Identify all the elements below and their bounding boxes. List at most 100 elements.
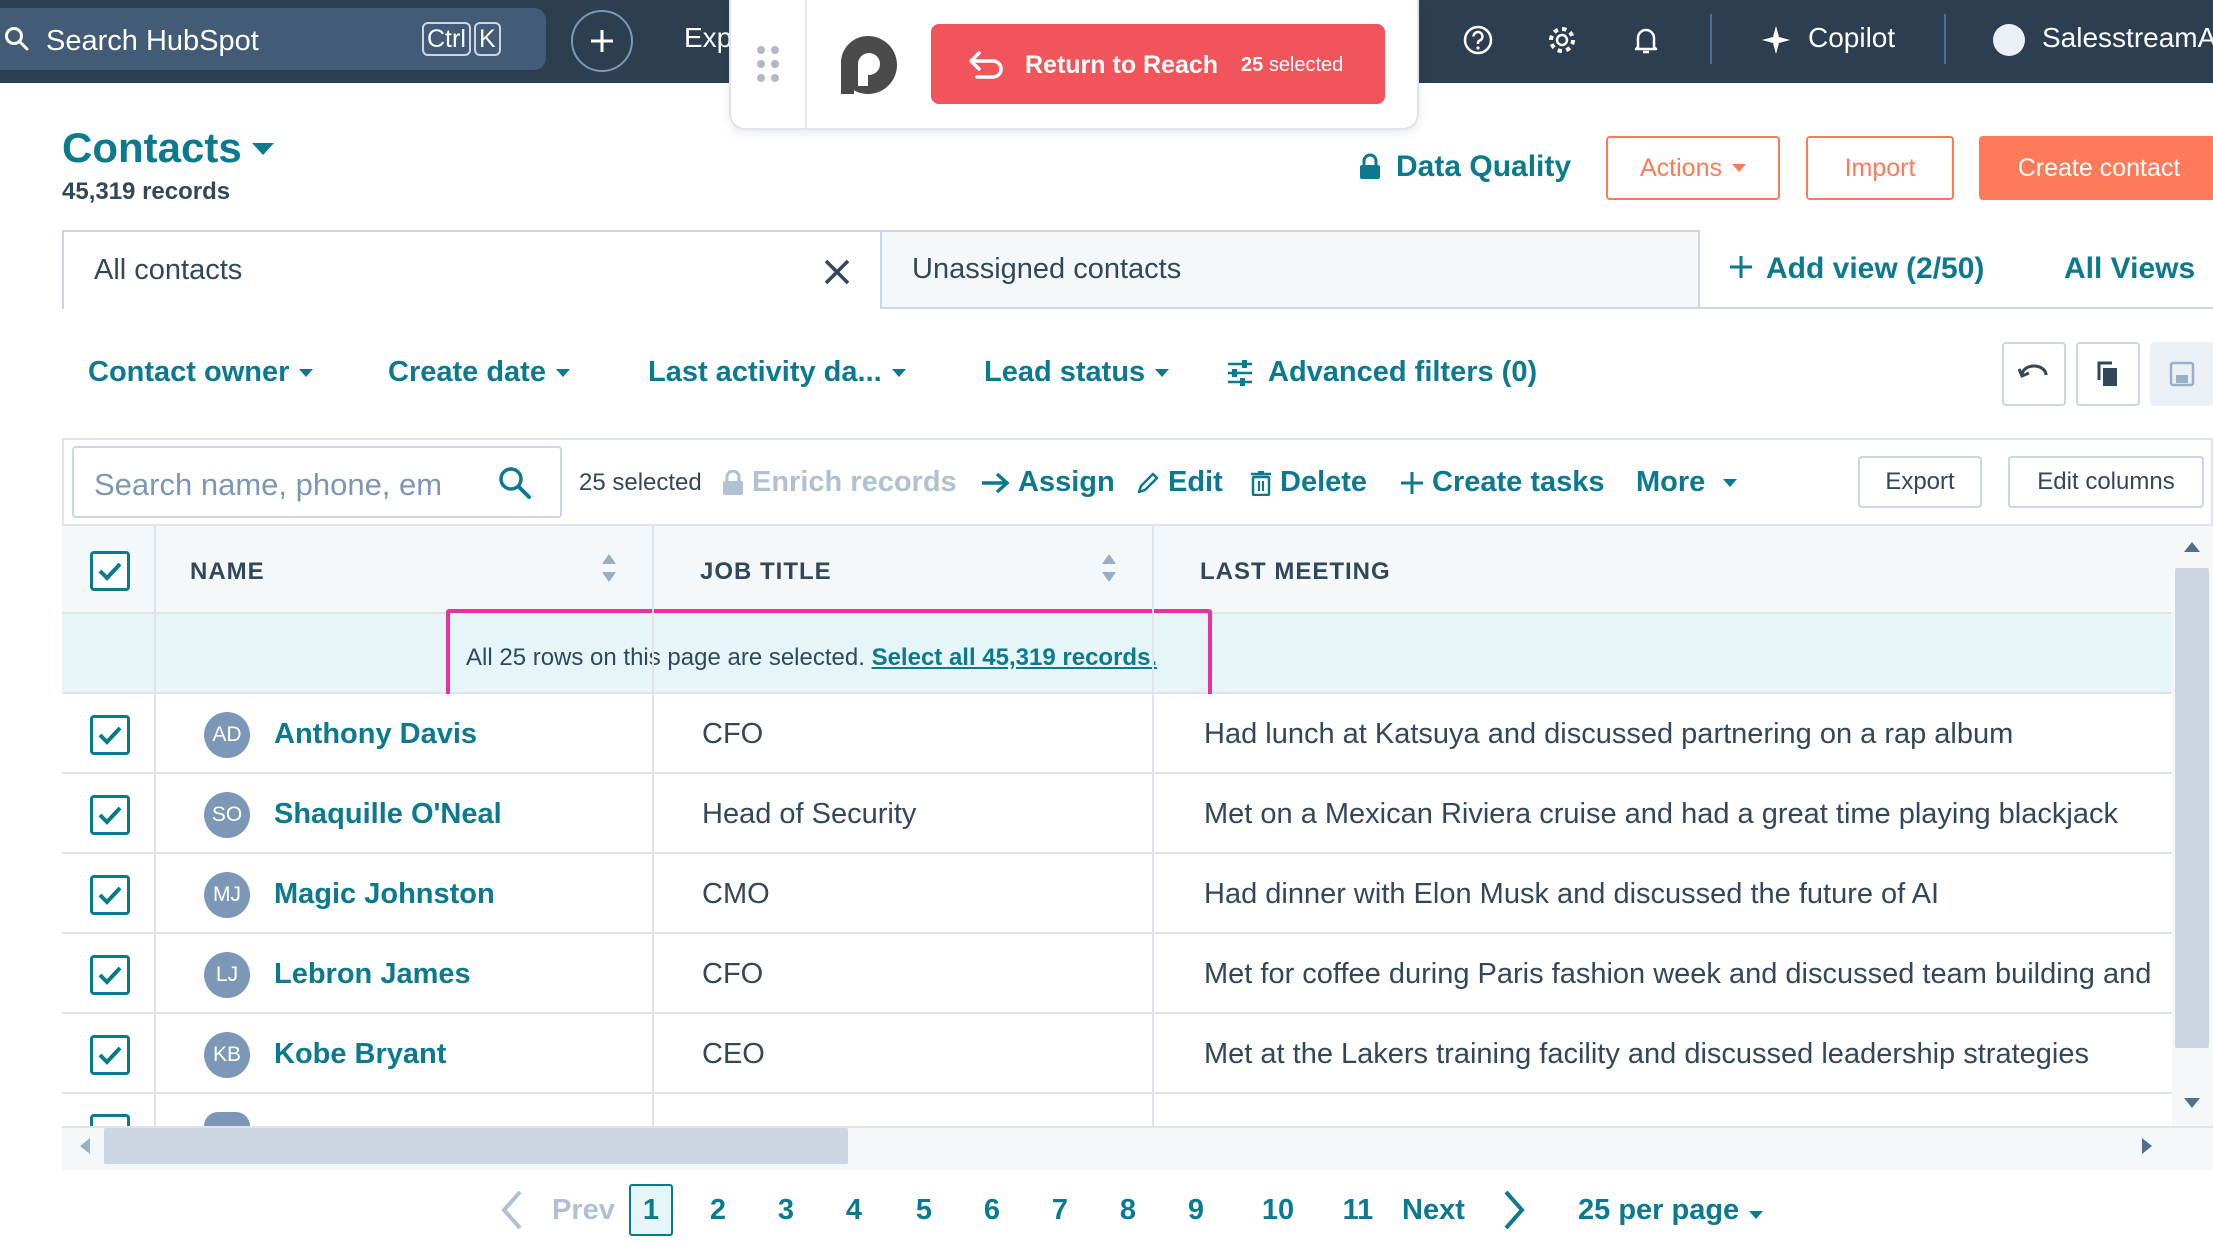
page-1-button[interactable]: 1 <box>629 1184 673 1236</box>
page-11-button[interactable]: 11 <box>1342 1194 1374 1226</box>
import-button[interactable]: Import <box>1806 136 1954 200</box>
filter-create-date[interactable]: Create date <box>388 356 570 389</box>
contact-name-link[interactable]: Lebron James <box>274 958 471 990</box>
page-2-button[interactable]: 2 <box>709 1194 727 1226</box>
all-views-link[interactable]: All Views <box>2064 252 2196 285</box>
column-header-job-title[interactable]: JOB TITLE <box>700 558 832 585</box>
scroll-up-icon[interactable] <box>2182 540 2202 559</box>
row-checkbox[interactable] <box>90 1114 130 1126</box>
page-4-button[interactable]: 4 <box>845 1194 863 1226</box>
page-6-button[interactable]: 6 <box>983 1194 1001 1226</box>
arrow-right-icon <box>982 472 1010 493</box>
search-icon <box>498 466 532 505</box>
row-checkbox[interactable] <box>90 875 130 915</box>
page-10-button[interactable]: 10 <box>1261 1194 1295 1226</box>
sort-arrows-icon[interactable] <box>1100 552 1118 589</box>
duplicate-view-button[interactable] <box>2076 342 2140 406</box>
enrich-records-button[interactable]: Enrich records <box>722 466 957 499</box>
table-row[interactable] <box>62 774 2172 854</box>
page-title[interactable]: Contacts <box>62 124 242 171</box>
page-7-button[interactable]: 7 <box>1051 1194 1069 1226</box>
sort-arrows-icon[interactable] <box>600 552 618 589</box>
return-to-reach-button[interactable]: Return to Reach 25 selected <box>931 24 1385 104</box>
settings-gear-icon[interactable] <box>1542 20 1582 60</box>
job-title-cell: CMO <box>702 878 770 910</box>
assign-button[interactable]: Assign <box>980 466 1115 499</box>
filter-contact-owner[interactable]: Contact owner <box>88 356 314 389</box>
tab-unassigned-label: Unassigned contacts <box>912 253 1182 285</box>
table-row[interactable] <box>62 694 2172 774</box>
explore-link[interactable]: Exp <box>684 22 733 53</box>
create-contact-button[interactable]: Create contact <box>1979 136 2213 200</box>
create-new-button[interactable] <box>571 10 633 72</box>
contact-name-link[interactable]: Kobe Bryant <box>274 1038 447 1070</box>
advanced-filters-label: Advanced filters (0) <box>1268 356 1538 388</box>
page-9-button[interactable]: 9 <box>1187 1194 1205 1226</box>
vertical-scroll-thumb[interactable] <box>2175 568 2209 1048</box>
column-header-last-meeting[interactable]: LAST MEETING <box>1200 558 1391 585</box>
tab-all-contacts[interactable]: All contacts <box>62 230 882 309</box>
next-page-button[interactable]: Next <box>1402 1194 1465 1226</box>
add-view-button[interactable]: Add view (2/50) <box>1728 252 1984 286</box>
global-search[interactable]: Search HubSpot Ctrl K <box>0 8 546 70</box>
horizontal-scroll-thumb[interactable] <box>104 1128 848 1164</box>
tab-unassigned-contacts[interactable]: Unassigned contacts <box>880 230 1700 309</box>
delete-button[interactable]: Delete <box>1250 466 1367 499</box>
chevron-right-icon[interactable] <box>1500 1188 1528 1237</box>
filter-last-activity[interactable]: Last activity da... <box>648 356 906 389</box>
trash-icon <box>1251 470 1271 496</box>
actions-dropdown-button[interactable]: Actions <box>1606 136 1780 200</box>
assign-label: Assign <box>1018 466 1115 498</box>
sliders-icon <box>1228 359 1252 386</box>
contact-name-link[interactable]: Anthony Davis <box>274 718 478 750</box>
per-page-dropdown[interactable]: 25 per page <box>1578 1194 1764 1227</box>
table-row[interactable] <box>62 934 2172 1014</box>
notifications-bell-icon[interactable] <box>1626 20 1666 60</box>
table-row[interactable] <box>62 854 2172 934</box>
row-checkbox[interactable] <box>90 955 130 995</box>
filter-lead-status[interactable]: Lead status <box>984 356 1170 389</box>
advanced-filters-button[interactable]: Advanced filters (0) <box>1226 356 1537 389</box>
chevron-down-icon[interactable] <box>252 143 274 155</box>
per-page-label: 25 per page <box>1578 1194 1740 1226</box>
scroll-down-icon[interactable] <box>2182 1096 2202 1115</box>
data-quality-link[interactable]: Data Quality <box>1358 150 1571 184</box>
edit-columns-button[interactable]: Edit columns <box>2008 456 2204 508</box>
page-5-button[interactable]: 5 <box>915 1194 933 1226</box>
page-3-button[interactable]: 3 <box>777 1194 795 1226</box>
select-all-checkbox[interactable] <box>90 551 130 591</box>
table-search-input[interactable]: Search name, phone, em <box>72 446 562 518</box>
copilot-button[interactable]: Copilot <box>1808 22 1896 53</box>
scroll-right-icon[interactable] <box>2140 1136 2154 1161</box>
close-icon[interactable] <box>822 257 852 292</box>
table-row[interactable] <box>62 1014 2172 1094</box>
undo-icon <box>2018 364 2048 378</box>
copilot-sparkle-icon <box>1756 20 1796 60</box>
more-dropdown-button[interactable]: More <box>1636 466 1738 499</box>
row-checkbox[interactable] <box>90 795 130 835</box>
prev-page-button[interactable]: Prev <box>552 1194 615 1226</box>
panel-separator <box>805 0 807 130</box>
row-checkbox[interactable] <box>90 715 130 755</box>
row-checkbox[interactable] <box>90 1035 130 1075</box>
account-menu[interactable]: SalesstreamA <box>2042 22 2213 53</box>
filter-lead-status-label: Lead status <box>984 356 1146 388</box>
undo-button[interactable] <box>2002 342 2066 406</box>
edit-label: Edit <box>1168 466 1223 498</box>
contact-name-link[interactable]: Magic Johnston <box>274 878 495 910</box>
edit-button[interactable]: Edit <box>1136 466 1223 499</box>
create-tasks-button[interactable]: Create tasks <box>1400 466 1605 499</box>
table-row[interactable] <box>62 1094 2172 1126</box>
drag-handle-icon[interactable] <box>755 44 781 89</box>
avatar <box>204 1112 250 1126</box>
edit-columns-label: Edit columns <box>2037 468 2175 495</box>
export-button[interactable]: Export <box>1858 456 1982 508</box>
scroll-left-icon[interactable] <box>78 1136 92 1161</box>
contact-name-link[interactable]: Shaquille O'Neal <box>274 798 502 830</box>
page-8-button[interactable]: 8 <box>1119 1194 1137 1226</box>
account-avatar[interactable] <box>1993 24 2025 56</box>
help-icon[interactable] <box>1458 20 1498 60</box>
select-all-records-link[interactable]: Select all 45,319 records. <box>871 644 1158 671</box>
column-header-name[interactable]: NAME <box>190 558 265 585</box>
save-view-button[interactable] <box>2150 342 2213 406</box>
